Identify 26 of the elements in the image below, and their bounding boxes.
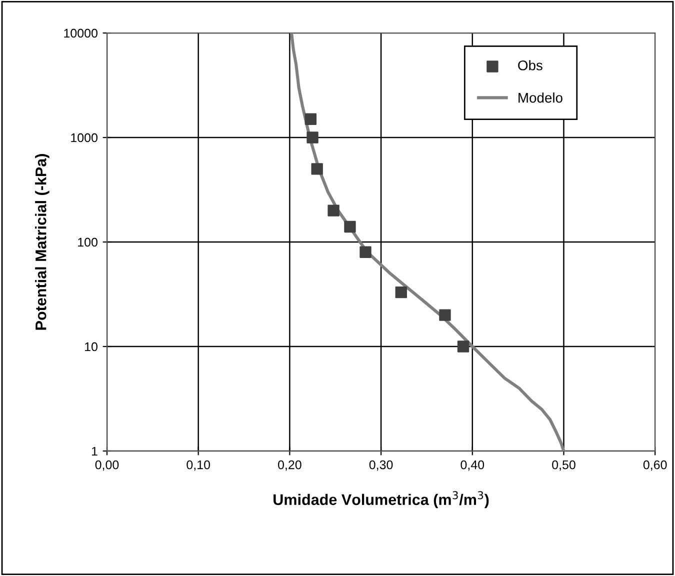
x-tick-label: 0,60 [643, 460, 667, 471]
point [304, 113, 317, 125]
legend-label: Modelo [518, 92, 562, 103]
x-tick-label: 0,50 [552, 460, 576, 471]
x-axis-title: Umidade Volumetrica (m$^{3}$/m$^{3}$) [274, 491, 489, 508]
line-series [290, 33, 566, 452]
y-axis-title: Potential Matricial (-kPa) [35, 154, 50, 330]
y-tick-label: 1000 [71, 133, 98, 142]
x-tick-label: 0,20 [278, 460, 302, 471]
point [306, 132, 318, 144]
point [395, 286, 407, 298]
point [457, 340, 470, 352]
legend-label: Obs [518, 60, 542, 70]
y-tick-label: 10000 [64, 28, 98, 38]
point [360, 246, 372, 258]
point [328, 204, 340, 216]
point [344, 220, 356, 233]
y-tick-label: 1 [92, 446, 98, 456]
y-tick-label: 10 [85, 342, 98, 352]
x-tick-label: 0,30 [369, 460, 393, 471]
x-tick-label: 0,10 [186, 460, 210, 471]
x-tick-label: 0,00 [95, 460, 119, 471]
point [311, 163, 323, 175]
x-tick-label: 0,40 [460, 460, 484, 471]
point [439, 309, 451, 321]
y-tick-label: 100 [78, 238, 98, 247]
